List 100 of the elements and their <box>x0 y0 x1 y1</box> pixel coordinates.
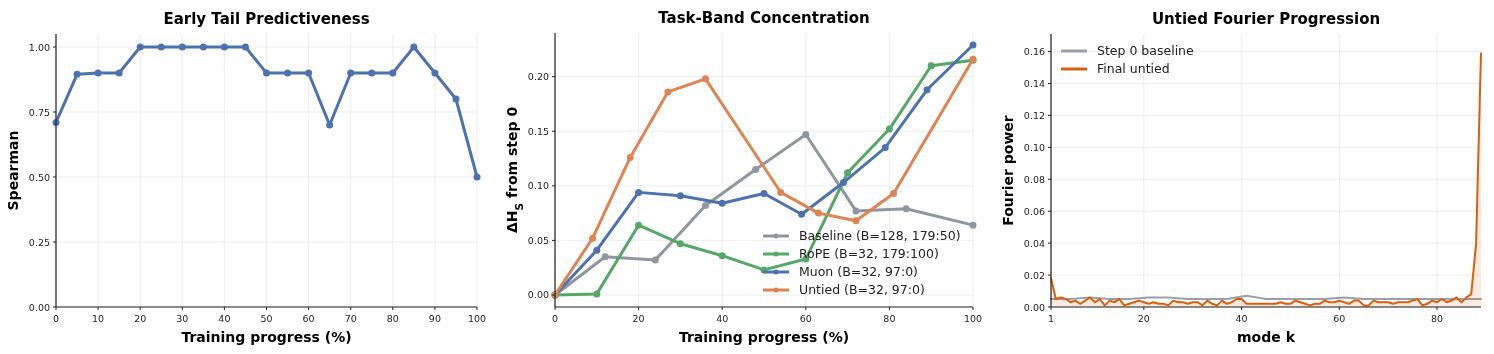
point <box>664 88 672 96</box>
point <box>626 153 634 161</box>
x-tick-label: 40 <box>716 313 729 324</box>
y-tick-label: 0.10 <box>527 180 549 192</box>
point <box>651 256 659 264</box>
point <box>890 189 898 197</box>
y-tick-label: 0.75 <box>28 106 50 118</box>
x-tick-label: 60 <box>1333 313 1346 324</box>
point <box>199 43 207 51</box>
y-tick-label: 0.16 <box>1023 46 1045 58</box>
point <box>635 221 643 229</box>
point <box>452 95 460 103</box>
point <box>593 290 601 298</box>
x-tick-label: 30 <box>176 313 189 324</box>
y-tick-label: 0.15 <box>527 125 549 137</box>
point <box>601 253 609 261</box>
point <box>718 199 726 207</box>
legend-label: Final untied <box>1097 61 1170 76</box>
legend-label: Untied (B=32, 97:0) <box>799 282 925 297</box>
point <box>115 69 123 77</box>
point <box>431 69 439 77</box>
x-tick-label: 80 <box>386 313 399 324</box>
y-tick-label: 1.00 <box>28 41 50 53</box>
point <box>885 125 893 133</box>
point <box>326 121 334 129</box>
point <box>844 169 852 177</box>
y-axis-title: Spearman <box>5 130 21 211</box>
point <box>73 70 81 78</box>
point <box>241 43 249 51</box>
y-tick-label: 0.14 <box>1023 77 1045 89</box>
point <box>220 43 228 51</box>
point <box>593 246 601 254</box>
y-tick-label: 0.00 <box>527 289 549 301</box>
x-tick-label: 20 <box>1137 313 1150 324</box>
x-tick-label: 90 <box>428 313 441 324</box>
y-tick-label: 0.05 <box>527 234 549 246</box>
x-tick-label: 10 <box>92 313 105 324</box>
point <box>284 69 292 77</box>
point <box>701 75 709 83</box>
point <box>718 252 726 260</box>
x-tick-label: 20 <box>134 313 147 324</box>
point <box>368 69 376 77</box>
point <box>760 189 768 197</box>
point <box>676 192 684 200</box>
point <box>852 217 860 225</box>
x-tick-label: 80 <box>883 313 896 324</box>
x-tick-label: 40 <box>1235 313 1248 324</box>
y-tick-label: 0.00 <box>1023 301 1045 313</box>
x-tick-label: 20 <box>632 313 645 324</box>
point <box>635 188 643 196</box>
point <box>676 240 684 248</box>
point <box>814 209 822 217</box>
point <box>389 69 397 77</box>
point <box>178 43 186 51</box>
point <box>798 210 806 218</box>
y-tick-label: 0.25 <box>28 236 50 248</box>
x-tick-label: 0 <box>52 313 60 324</box>
y-tick-label: 0.02 <box>1023 269 1045 281</box>
x-tick-label: 100 <box>467 313 487 324</box>
y-tick-label: 0.08 <box>1023 173 1045 185</box>
y-tick-label: 0.12 <box>1023 109 1045 121</box>
point <box>305 69 313 77</box>
point <box>902 205 910 213</box>
point <box>589 234 597 242</box>
x-axis-title: Training progress (%) <box>678 329 850 345</box>
x-tick-label: 70 <box>344 313 357 324</box>
y-tick-label: 0.50 <box>28 171 50 183</box>
legend-label: Muon (B=32, 97:0) <box>799 264 918 279</box>
y-tick-label: 0.10 <box>1023 141 1045 153</box>
point <box>136 43 144 51</box>
y-tick-label: 0.04 <box>1023 237 1045 249</box>
point <box>157 43 165 51</box>
chart-title: Untied Fourier Progression <box>1151 10 1381 28</box>
x-tick-label: 80 <box>1430 313 1444 324</box>
y-tick-label: 0.06 <box>1023 205 1045 217</box>
point <box>839 179 847 187</box>
point <box>94 69 102 77</box>
point <box>969 41 977 49</box>
point <box>881 144 889 152</box>
point <box>852 207 860 215</box>
y-axis-title: Fourier power <box>1000 115 1016 226</box>
point <box>347 69 355 77</box>
point <box>701 201 709 209</box>
point <box>410 43 418 51</box>
legend-label: Step 0 baseline <box>1097 43 1195 58</box>
point <box>927 62 935 70</box>
point <box>473 173 481 181</box>
point <box>752 165 760 173</box>
y-tick-label: 0.00 <box>28 301 50 313</box>
point <box>969 221 977 229</box>
y-tick-label: 0.20 <box>527 71 549 83</box>
x-axis-title: Training progress (%) <box>181 329 352 345</box>
x-tick-label: 0 <box>551 313 559 324</box>
x-tick-label: 40 <box>218 313 231 324</box>
x-axis-title: mode k <box>1237 329 1296 345</box>
point <box>777 188 785 196</box>
point <box>923 86 931 94</box>
x-tick-label: 1 <box>1047 313 1055 324</box>
x-tick-label: 60 <box>302 313 315 324</box>
point <box>263 69 270 77</box>
